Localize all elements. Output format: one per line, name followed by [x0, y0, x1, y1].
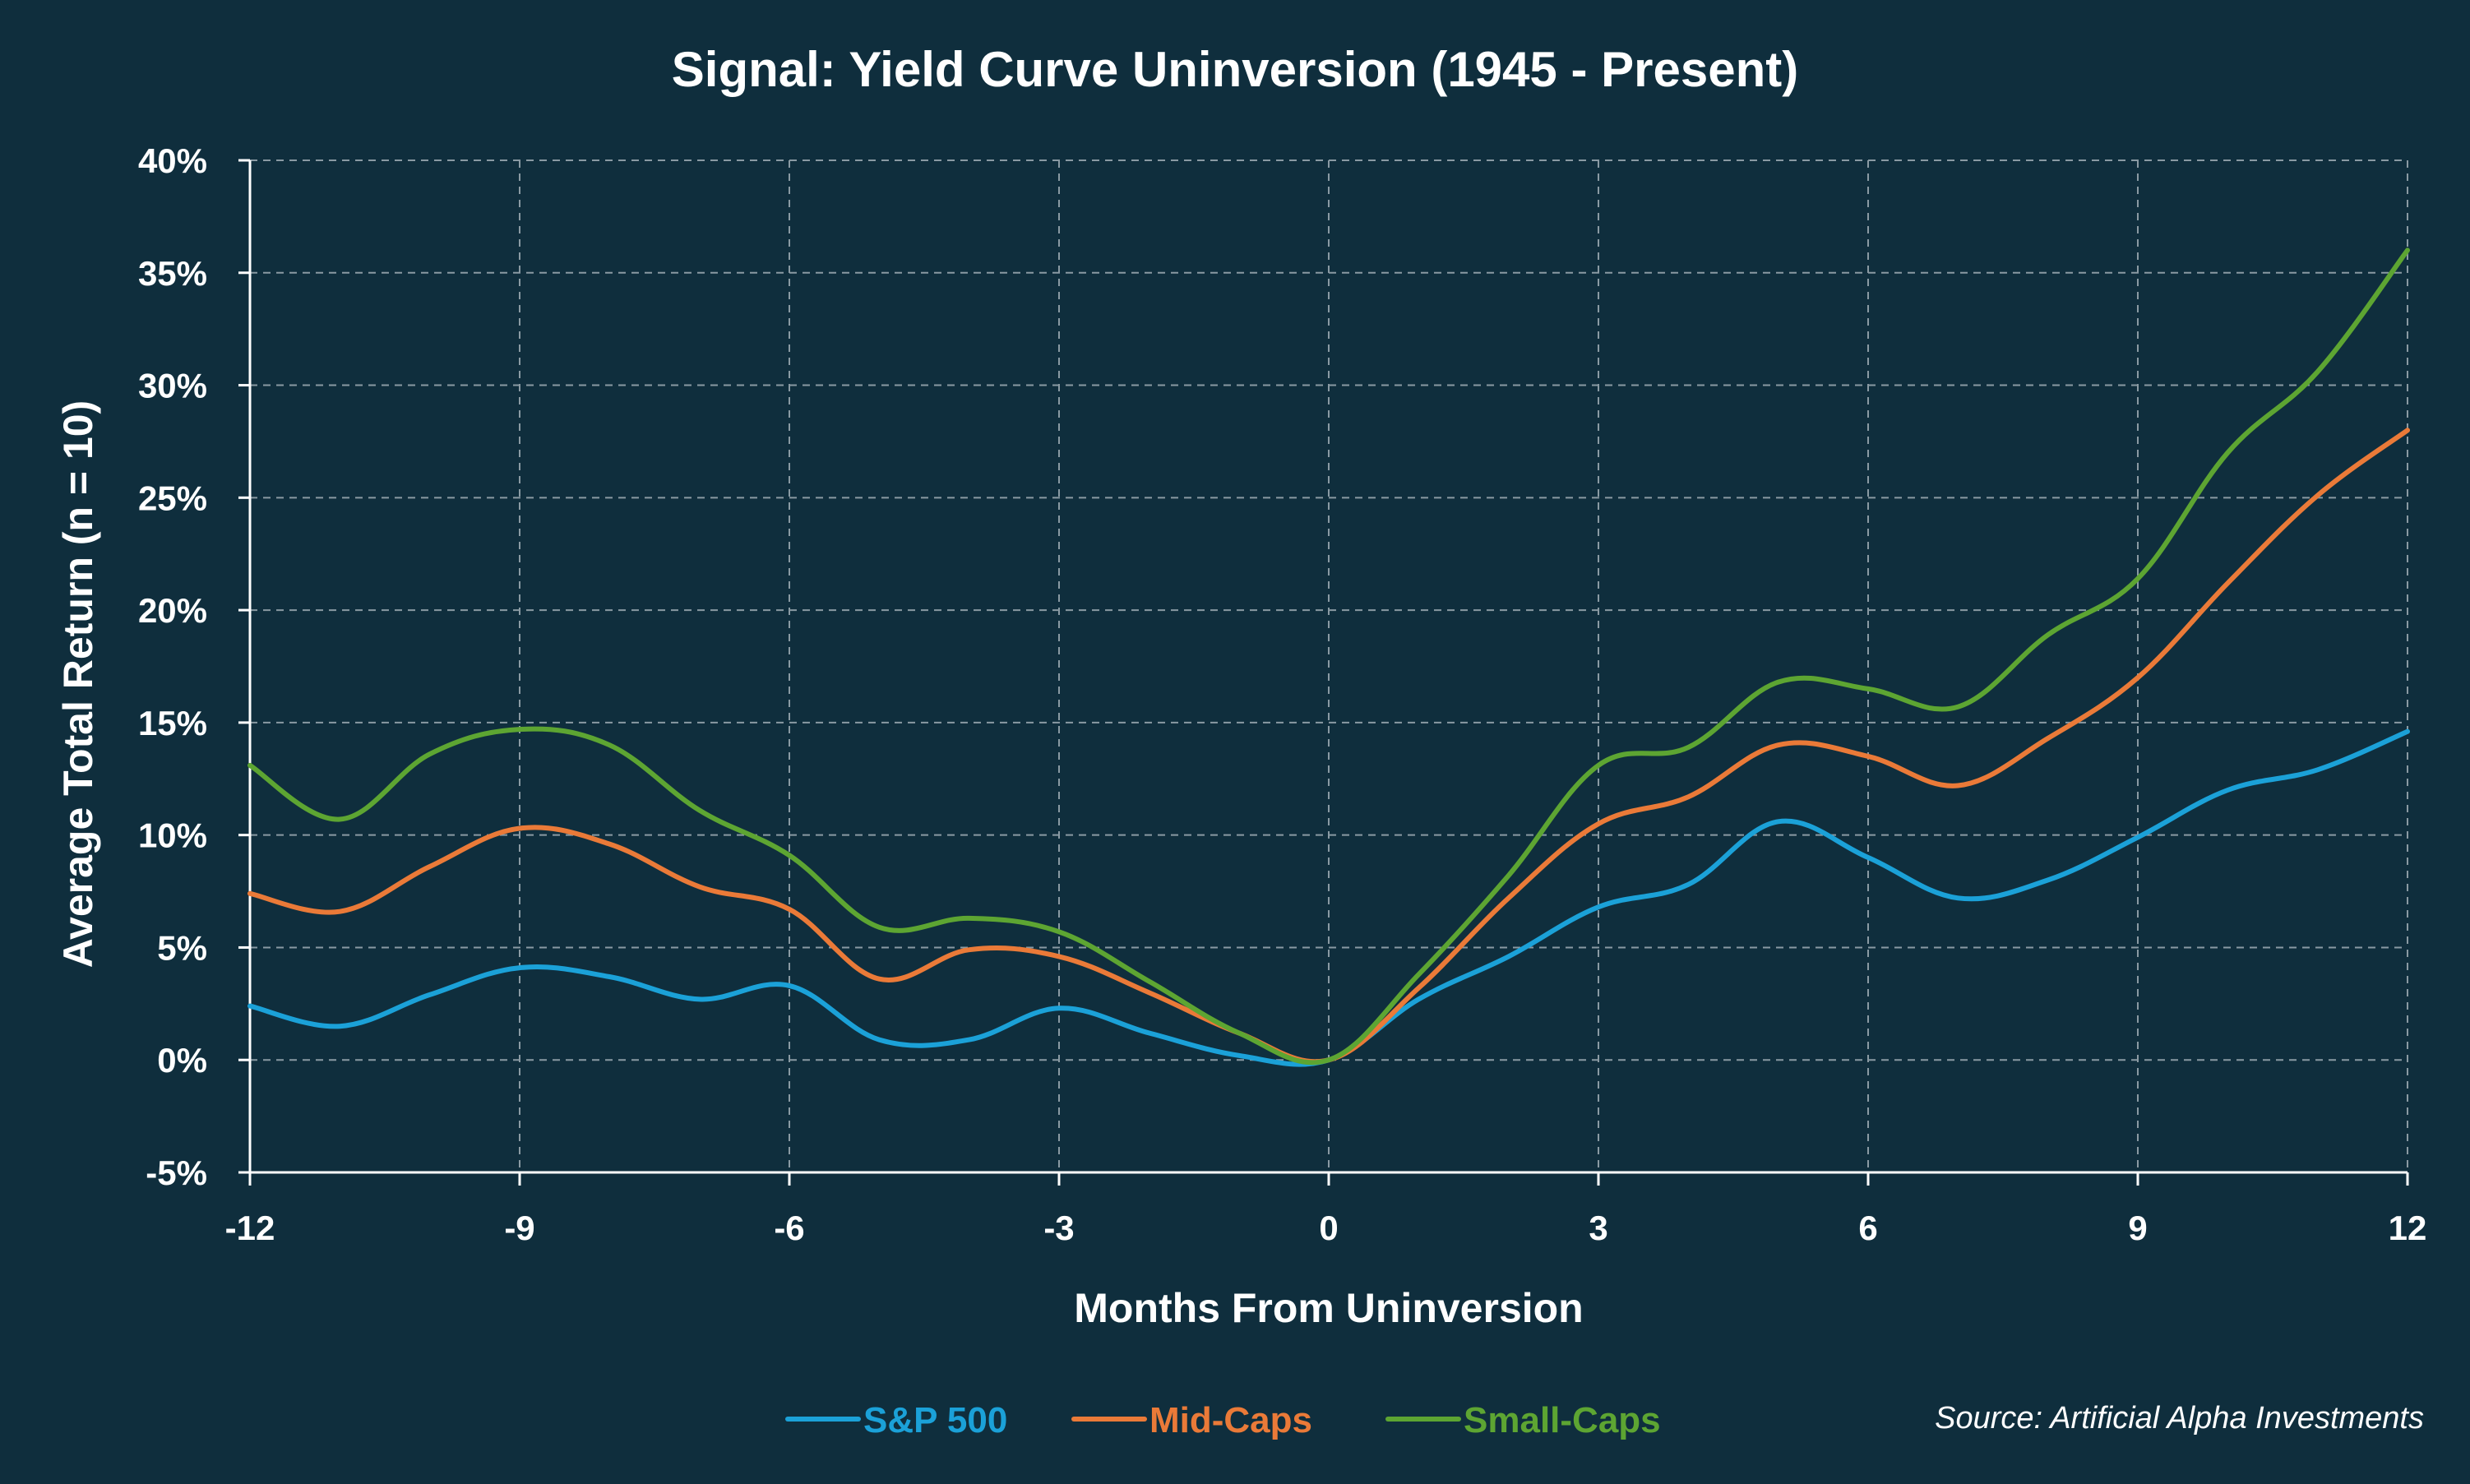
x-tick-label: -12: [225, 1209, 275, 1247]
y-tick-label: 10%: [138, 816, 207, 855]
x-tick-label: -6: [774, 1209, 804, 1247]
legend-label-mid-caps: Mid-Caps: [1149, 1400, 1312, 1440]
x-tick-label: -3: [1043, 1209, 1074, 1247]
x-axis-label: Months From Uninversion: [1074, 1285, 1583, 1331]
y-tick-label: 35%: [138, 254, 207, 293]
legend-label-small-caps: Small-Caps: [1464, 1400, 1661, 1440]
legend: S&P 500 Mid-Caps Small-Caps: [785, 1400, 1661, 1440]
series-line-small-caps: [247, 247, 2410, 1066]
x-tick-label: -9: [504, 1209, 534, 1247]
x-tick-label: 0: [1319, 1209, 1338, 1247]
legend-label-s-p-500: S&P 500: [863, 1400, 1007, 1440]
source-note: Source: Artificial Alpha Investments: [1935, 1401, 2424, 1435]
x-tick-label: 6: [1858, 1209, 1877, 1247]
x-tick-label: 12: [2389, 1209, 2427, 1247]
y-tick-label: 30%: [138, 367, 207, 405]
x-axis-ticks: -12 -9 -6 -3 0 3 6 9 12: [225, 1172, 2427, 1247]
y-tick-label: 5%: [157, 928, 207, 967]
y-tick-label: 15%: [138, 704, 207, 742]
chart-title: Signal: Yield Curve Uninversion (1945 - …: [672, 42, 1798, 97]
y-axis-label: Average Total Return (n = 10): [55, 400, 101, 968]
x-tick-label: 9: [2128, 1209, 2147, 1247]
y-tick-label: 25%: [138, 478, 207, 517]
grid: [250, 159, 2408, 1172]
y-tick-label: 20%: [138, 591, 207, 630]
y-tick-label: -5%: [146, 1153, 207, 1192]
y-tick-label: 40%: [138, 141, 207, 180]
y-tick-label: 0%: [157, 1041, 207, 1079]
series-lines: [247, 247, 2410, 1067]
x-tick-label: 3: [1589, 1209, 1607, 1247]
y-axis-ticks: -5% 0% 5% 10% 15% 20% 25% 30% 35% 40%: [138, 141, 250, 1192]
